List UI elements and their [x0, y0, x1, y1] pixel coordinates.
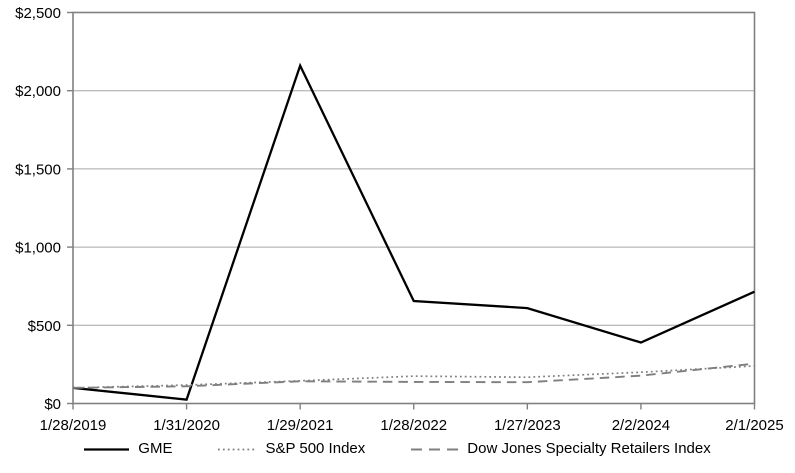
y-axis-label: $1,000 [15, 240, 61, 257]
x-axis-label: 1/31/2020 [153, 417, 220, 434]
series-line-s-p-500-index [72, 365, 755, 389]
legend-item-sp500: S&P 500 Index [218, 438, 365, 460]
legend-label: GME [138, 440, 173, 457]
x-axis-label: 1/28/2019 [40, 417, 107, 434]
x-axis-label: 1/29/2021 [267, 417, 334, 434]
legend-swatch-dotted-line [218, 448, 257, 450]
legend-label: Dow Jones Specialty Retailers Index [467, 440, 711, 457]
legend-swatch-solid-line [84, 447, 130, 451]
x-axis-label: 2/1/2025 [725, 417, 783, 434]
x-axis-label: 1/27/2023 [494, 417, 561, 434]
y-axis-label: $500 [28, 318, 61, 335]
plot-border [72, 11, 756, 405]
x-axis-label: 1/28/2022 [380, 417, 447, 434]
legend-label: S&P 500 Index [265, 440, 366, 457]
y-axis-label: $2,000 [15, 83, 61, 100]
legend-item-gme: GME [84, 438, 172, 460]
legend-item-dow-jones-specialty-retailers: Dow Jones Specialty Retailers Index [411, 438, 711, 460]
series-line-dow-jones-specialty-retailers-index [72, 362, 755, 389]
y-axis-label: $2,500 [15, 5, 61, 22]
y-axis-label: $0 [44, 396, 61, 413]
y-axis-label: $1,500 [15, 161, 61, 178]
legend-swatch-dashed-line [411, 448, 459, 450]
chart-legend: GME S&P 500 Index Dow Jones Specialty Re… [0, 438, 795, 460]
x-axis-label: 2/2/2024 [612, 417, 670, 434]
series-line-gme [72, 62, 755, 401]
